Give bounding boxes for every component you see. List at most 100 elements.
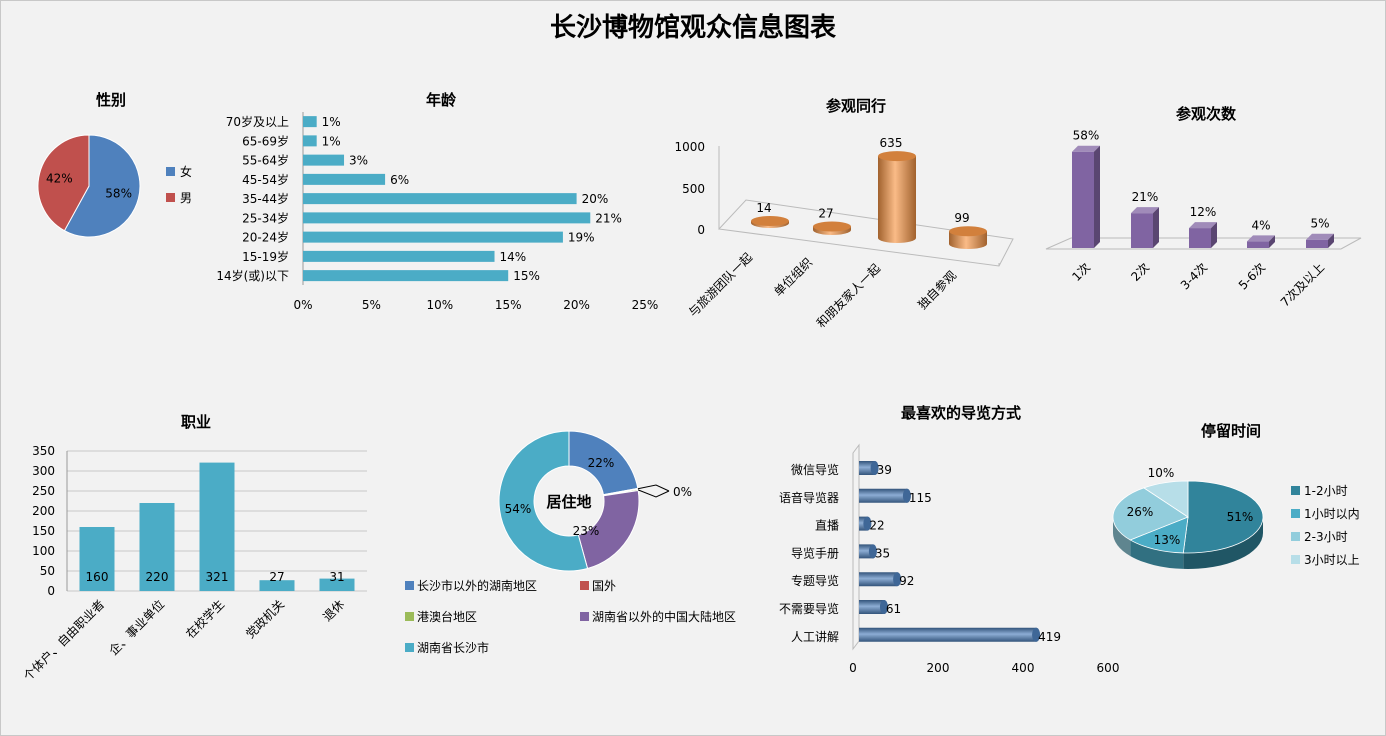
companion-floor xyxy=(717,199,1014,267)
residence-legend-swatch xyxy=(405,612,414,621)
duration-legend-swatch xyxy=(1291,509,1300,518)
residence-leader-line xyxy=(637,489,670,498)
age-bar xyxy=(303,173,386,185)
visits-bar-top xyxy=(1247,235,1275,242)
age-x-tick: 15% xyxy=(495,298,522,312)
guide-category-label: 微信导览 xyxy=(791,462,839,477)
companion-y-tick: 0 xyxy=(697,223,705,237)
guide-x-tick: 600 xyxy=(1097,661,1120,675)
visits-category-label: 7次及以上 xyxy=(1278,260,1327,309)
occupation-y-tick: 50 xyxy=(40,564,55,578)
visits-bar-top xyxy=(1072,145,1100,152)
visits-bar xyxy=(1306,239,1328,248)
occupation-y-tick: 100 xyxy=(32,544,55,558)
duration-slice-side xyxy=(1183,517,1263,569)
age-bar xyxy=(303,193,577,205)
duration-legend-label: 3小时以上 xyxy=(1304,553,1360,567)
age-category-label: 14岁(或)以下 xyxy=(216,268,289,283)
occupation-bar xyxy=(199,462,235,591)
occupation-category-label: 退休 xyxy=(320,597,347,624)
duration-legend-swatch xyxy=(1291,555,1300,564)
companion-value-label: 99 xyxy=(954,211,969,225)
occupation-category-label: 党政机关 xyxy=(243,597,288,642)
companion-bar-top xyxy=(751,216,789,226)
residence-leader-line xyxy=(637,484,670,492)
guide-bar-end xyxy=(879,600,888,614)
page-title: 长沙博物馆观众信息图表 xyxy=(549,13,836,43)
guide-value-label: 92 xyxy=(899,574,914,588)
age-value-label: 21% xyxy=(595,211,622,225)
age-value-label: 1% xyxy=(322,115,341,129)
companion-value-label: 635 xyxy=(880,136,903,150)
duration-slice-side xyxy=(1130,539,1184,569)
guide-category-label: 语音导览器 xyxy=(779,490,839,505)
residence-slice xyxy=(498,430,589,572)
residence-slice-label: 23% xyxy=(573,524,600,538)
guide-x-tick: 200 xyxy=(927,661,950,675)
guide-bar-end xyxy=(902,488,911,503)
guide-category-label: 专题导览 xyxy=(791,573,839,588)
gender-legend-swatch xyxy=(166,193,175,202)
companion-bar-top xyxy=(813,221,851,232)
visits-category-label: 1次 xyxy=(1069,260,1093,284)
occupation-value-label: 31 xyxy=(329,570,344,584)
age-category-label: 65-69岁 xyxy=(242,133,289,148)
residence-legend-label: 湖南省长沙市 xyxy=(417,640,489,655)
visits-value-label: 5% xyxy=(1310,217,1329,231)
occupation-bar xyxy=(319,578,355,591)
occupation-y-tick: 350 xyxy=(32,444,55,458)
guide-bar xyxy=(859,488,911,503)
companion-bar xyxy=(949,231,987,249)
duration-legend-label: 2-3小时 xyxy=(1304,530,1348,544)
age-bar xyxy=(303,116,317,128)
guide-bar-end xyxy=(870,461,879,475)
age-x-tick: 25% xyxy=(632,298,659,312)
age-bar xyxy=(303,135,317,147)
duration-slice xyxy=(1182,480,1264,554)
age-category-label: 45-54岁 xyxy=(242,172,289,187)
age-value-label: 1% xyxy=(322,134,341,148)
duration-legend-label: 1-2小时 xyxy=(1304,484,1348,498)
companion-y-tick: 500 xyxy=(682,182,705,196)
age-chart-title: 年龄 xyxy=(425,91,456,109)
age-value-label: 20% xyxy=(582,192,609,206)
occupation-category-label: 在校学生 xyxy=(183,597,228,642)
guide-category-label: 导览手册 xyxy=(791,545,839,560)
companion-value-label: 27 xyxy=(818,207,833,221)
gender-slice-label: 58% xyxy=(105,187,132,201)
residence-legend-swatch xyxy=(405,643,414,652)
residence-slice-label: 22% xyxy=(588,456,615,470)
residence-center-title: 居住地 xyxy=(546,493,591,511)
age-bar xyxy=(303,231,563,243)
gender-legend-label: 男 xyxy=(180,191,192,205)
visits-bar xyxy=(1189,228,1211,248)
age-category-label: 55-64岁 xyxy=(242,153,289,168)
residence-legend-label: 湖南省以外的中国大陆地区 xyxy=(592,609,736,624)
occupation-bar xyxy=(79,527,115,591)
companion-category-label: 单位组织 xyxy=(771,255,816,300)
guide-value-label: 35 xyxy=(875,546,890,560)
visits-category-label: 2次 xyxy=(1128,260,1152,284)
occupation-value-label: 321 xyxy=(206,570,229,584)
companion-y-tick: 1000 xyxy=(674,140,705,154)
guide-bar xyxy=(859,627,1041,642)
residence-legend-label: 长沙市以外的湖南地区 xyxy=(417,578,537,593)
occupation-chart-title: 职业 xyxy=(180,413,211,431)
visits-category-label: 3-4次 xyxy=(1178,260,1210,292)
age-bar xyxy=(303,154,345,166)
occupation-value-label: 27 xyxy=(269,570,284,584)
guide-bar-end xyxy=(1032,627,1041,642)
visits-value-label: 21% xyxy=(1132,190,1159,204)
age-value-label: 19% xyxy=(568,231,595,245)
guide-category-label: 直播 xyxy=(815,519,839,533)
residence-slice-label: 0% xyxy=(673,485,692,499)
occupation-y-tick: 0 xyxy=(47,584,55,598)
occupation-category-label: 企、事业单位 xyxy=(106,597,168,659)
duration-legend-label: 1小时以内 xyxy=(1304,507,1360,521)
duration-legend-swatch xyxy=(1291,532,1300,541)
companion-value-label: 14 xyxy=(756,201,771,215)
gender-legend-label: 女 xyxy=(180,164,192,179)
visits-bar-top xyxy=(1131,207,1159,214)
guide-bar-end xyxy=(863,516,872,531)
